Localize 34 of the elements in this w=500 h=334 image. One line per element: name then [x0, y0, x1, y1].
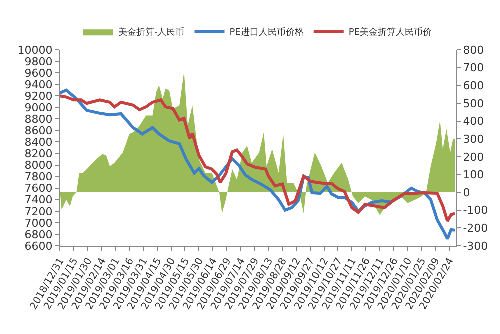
y-tick-label: 7800	[24, 170, 53, 184]
y-tick-label: 6800	[24, 228, 53, 242]
y-tick-label: 6600	[24, 240, 53, 253]
y2-tick-label: 700	[463, 62, 484, 75]
line-series	[60, 94, 456, 223]
y-tick-label: 7600	[24, 182, 53, 196]
y-tick-label: 10000	[18, 44, 53, 57]
y-tick-label: 9200	[24, 90, 53, 103]
y2-tick-label: 0	[463, 186, 470, 200]
y2-tick-label: -200	[463, 222, 488, 236]
y-tick-label: 8400	[24, 136, 53, 150]
y2-tick-label: 400	[463, 115, 484, 128]
y2-tick-label: -100	[463, 204, 488, 218]
y-tick-label: 9800	[24, 55, 53, 68]
legend-label: PE进口人民币价格	[230, 27, 304, 38]
y-tick-label: 8800	[24, 113, 53, 126]
y2-tick-label: 100	[463, 168, 484, 182]
y-tick-label: 8600	[24, 124, 53, 138]
y2-tick-label: 300	[463, 132, 484, 146]
y-tick-label: 9000	[24, 102, 53, 114]
y-tick-label: 7200	[24, 205, 53, 218]
legend-label: PE美金折算人民币价	[348, 27, 432, 38]
y-tick-label: 9400	[24, 78, 53, 92]
y-tick-label: 7400	[24, 194, 53, 207]
y-tick-label: 8200	[24, 148, 53, 161]
y-tick-label: 8000	[24, 159, 53, 172]
y2-tick-label: -300	[463, 240, 488, 253]
y2-tick-label: 600	[463, 79, 484, 92]
y2-tick-label: 500	[463, 97, 484, 110]
legend-label: 美金折算-人民币	[118, 27, 185, 38]
y-tick-label: 9600	[24, 66, 53, 80]
y-tick-label: 7000	[24, 216, 53, 230]
y2-tick-label: 800	[463, 44, 484, 57]
y2-tick-label: 200	[463, 150, 484, 164]
